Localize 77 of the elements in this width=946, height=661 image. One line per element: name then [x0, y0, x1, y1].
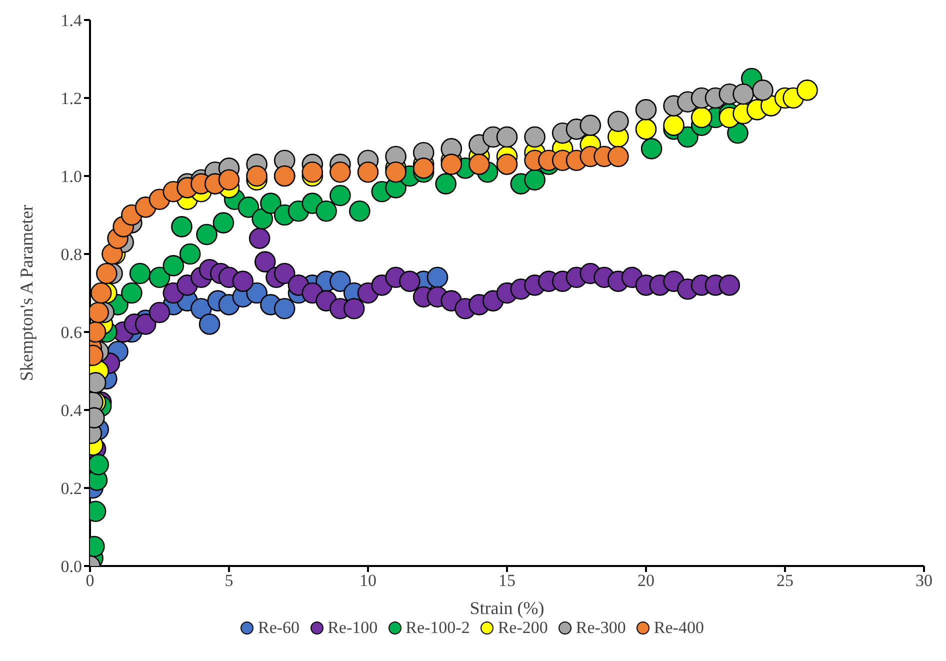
point [218, 169, 240, 191]
x-tick-label: 20 [638, 571, 654, 590]
y-axis-title: Skempton's A Parameter [16, 204, 36, 382]
legend-label: Re-100 [328, 618, 378, 638]
point [248, 228, 270, 250]
point [435, 173, 456, 194]
legend-label: Re-400 [654, 618, 704, 638]
x-tick-label: 5 [224, 571, 234, 590]
x-tick-label: 30 [916, 571, 932, 590]
point [690, 106, 712, 128]
point [171, 216, 192, 238]
legend-label: Re-300 [576, 618, 626, 638]
legend-label: Re-60 [258, 618, 300, 638]
y-tick-label: 0.8 [60, 245, 82, 264]
point [254, 251, 276, 272]
point [399, 270, 420, 292]
point [727, 122, 748, 144]
point [129, 262, 151, 284]
point [640, 138, 662, 160]
legend-label: Re-200 [498, 618, 548, 638]
point [732, 83, 754, 105]
point [246, 165, 268, 187]
point [468, 154, 490, 175]
point [357, 161, 379, 183]
point [349, 200, 370, 222]
point [440, 154, 462, 175]
point [330, 184, 351, 206]
point [162, 255, 184, 276]
point [179, 243, 201, 265]
point [148, 266, 170, 288]
point [330, 161, 351, 183]
point [90, 282, 112, 304]
point [496, 126, 518, 148]
point [252, 208, 274, 230]
y-tick-label: 0.0 [60, 557, 82, 576]
x-axis-title: Strain (%) [470, 598, 544, 618]
point [232, 270, 254, 292]
legend-label: Re-100-2 [406, 618, 470, 638]
point [196, 224, 218, 246]
point [426, 266, 448, 288]
point [608, 146, 629, 168]
point [412, 158, 434, 179]
point [580, 114, 602, 136]
point [198, 314, 220, 335]
point [496, 154, 518, 175]
y-tick-label: 0.2 [60, 479, 82, 498]
point [752, 80, 774, 101]
y-tick-label: 0.6 [60, 323, 82, 342]
point [663, 114, 684, 136]
y-tick-label: 0.4 [60, 401, 82, 420]
y-tick-label: 1.0 [60, 167, 82, 186]
point [718, 274, 740, 296]
point [134, 314, 156, 335]
point [635, 118, 657, 140]
point [148, 302, 170, 324]
x-tick-label: 15 [498, 571, 516, 590]
point [608, 110, 629, 132]
y-tick-label: 1.2 [60, 89, 82, 108]
x-tick-label: 0 [86, 571, 94, 590]
y-tick-label: 1.4 [60, 11, 82, 30]
point [260, 192, 282, 214]
x-tick-label: 10 [360, 571, 376, 590]
x-tick-label: 25 [776, 571, 794, 590]
point [302, 161, 324, 183]
point [274, 298, 296, 320]
point [238, 196, 260, 218]
point [330, 270, 351, 292]
point [635, 99, 657, 120]
point [121, 282, 142, 304]
point [274, 262, 296, 284]
point [796, 80, 818, 101]
point [316, 200, 337, 222]
point [524, 169, 546, 191]
point [524, 126, 546, 148]
point [212, 212, 234, 234]
point [96, 262, 118, 284]
point [343, 298, 365, 320]
